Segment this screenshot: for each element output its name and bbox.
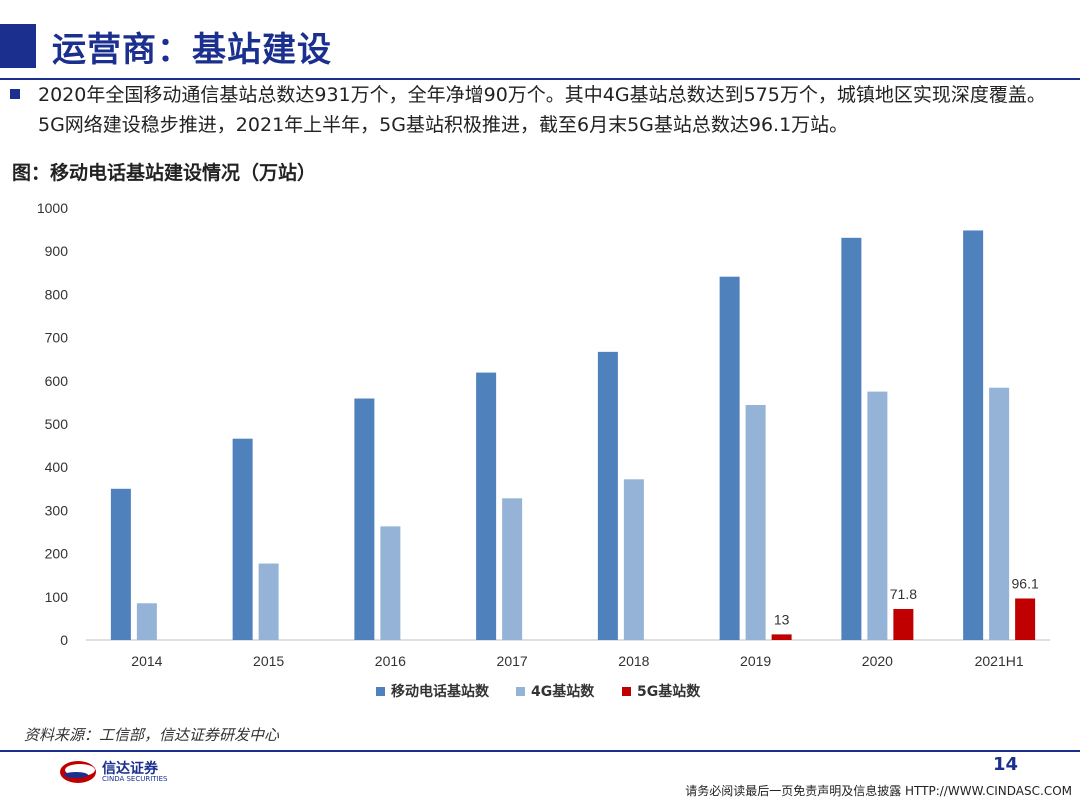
x-tick-label: 2016	[375, 653, 406, 669]
bar-0	[719, 276, 740, 640]
company-logo: 信达证券 CINDA SECURITIES	[58, 758, 178, 788]
bar-0	[963, 230, 984, 641]
x-tick-label: 2019	[740, 653, 771, 669]
y-tick-label: 500	[45, 416, 69, 432]
bar-1	[258, 563, 279, 640]
y-tick-label: 800	[45, 286, 69, 302]
legend-swatch	[376, 687, 385, 696]
title-bar: 运营商：基站建设	[0, 20, 1080, 80]
bar-1	[380, 526, 401, 640]
y-tick-label: 300	[45, 502, 69, 518]
bar-0	[232, 438, 253, 640]
title-underline	[0, 78, 1080, 80]
y-tick-label: 900	[45, 243, 69, 259]
y-tick-label: 1000	[37, 200, 68, 216]
x-tick-label: 2014	[131, 653, 162, 669]
bar-0	[476, 372, 497, 640]
bar-0	[841, 237, 862, 641]
legend-label: 5G基站数	[637, 683, 701, 700]
bar-1	[136, 603, 157, 640]
y-tick-label: 400	[45, 459, 69, 475]
logo-subtitle: CINDA SECURITIES	[102, 775, 168, 783]
bar-0	[597, 351, 618, 640]
legend-label: 4G基站数	[531, 683, 595, 700]
footer-rule	[0, 750, 1080, 752]
page-title: 运营商：基站建设	[52, 30, 332, 70]
legend-swatch	[622, 687, 631, 696]
bullet-text: 2020年全国移动通信基站总数达931万个，全年净增90万个。其中4G基站总数达…	[38, 84, 1046, 136]
bar-2	[893, 608, 914, 640]
legend-swatch	[516, 687, 525, 696]
bar-1	[867, 391, 888, 640]
x-tick-label: 2021H1	[975, 653, 1024, 669]
y-tick-label: 100	[45, 589, 69, 605]
bar-2	[771, 634, 792, 640]
title-accent-block	[0, 24, 36, 68]
y-tick-label: 200	[45, 546, 69, 562]
x-tick-label: 2018	[618, 653, 649, 669]
y-tick-label: 600	[45, 373, 69, 389]
footer-disclaimer: 请务必阅读最后一页免责声明及信息披露 HTTP://WWW.CINDASC.CO…	[685, 784, 1072, 798]
y-tick-label: 700	[45, 330, 69, 346]
data-label: 96.1	[1012, 575, 1039, 591]
legend-label: 移动电话基站数	[391, 683, 490, 700]
y-tick-label: 0	[60, 632, 68, 648]
bar-1	[989, 387, 1010, 640]
x-tick-label: 2015	[253, 653, 284, 669]
bar-1	[623, 479, 644, 640]
data-label: 13	[774, 611, 790, 627]
x-tick-label: 2020	[862, 653, 893, 669]
bar-chart: 0 100 200 300 400 500 600 700 800 900 1000 2014 2015…	[37, 200, 1050, 700]
page-number: 14	[992, 754, 1018, 775]
logo-mark-icon	[60, 761, 96, 783]
bar-2	[1015, 598, 1036, 640]
bullet-square-icon	[10, 89, 20, 99]
bar-1	[745, 404, 766, 640]
bar-1	[502, 498, 523, 640]
data-label: 71.8	[890, 586, 917, 602]
bar-0	[110, 488, 131, 640]
logo-name: 信达证券	[102, 761, 158, 777]
figure-title: 图：移动电话基站建设情况（万站）	[12, 162, 317, 184]
bar-0	[354, 398, 375, 640]
source-note: 资料来源：工信部，信达证券研发中心	[24, 726, 280, 744]
x-tick-label: 2017	[497, 653, 528, 669]
